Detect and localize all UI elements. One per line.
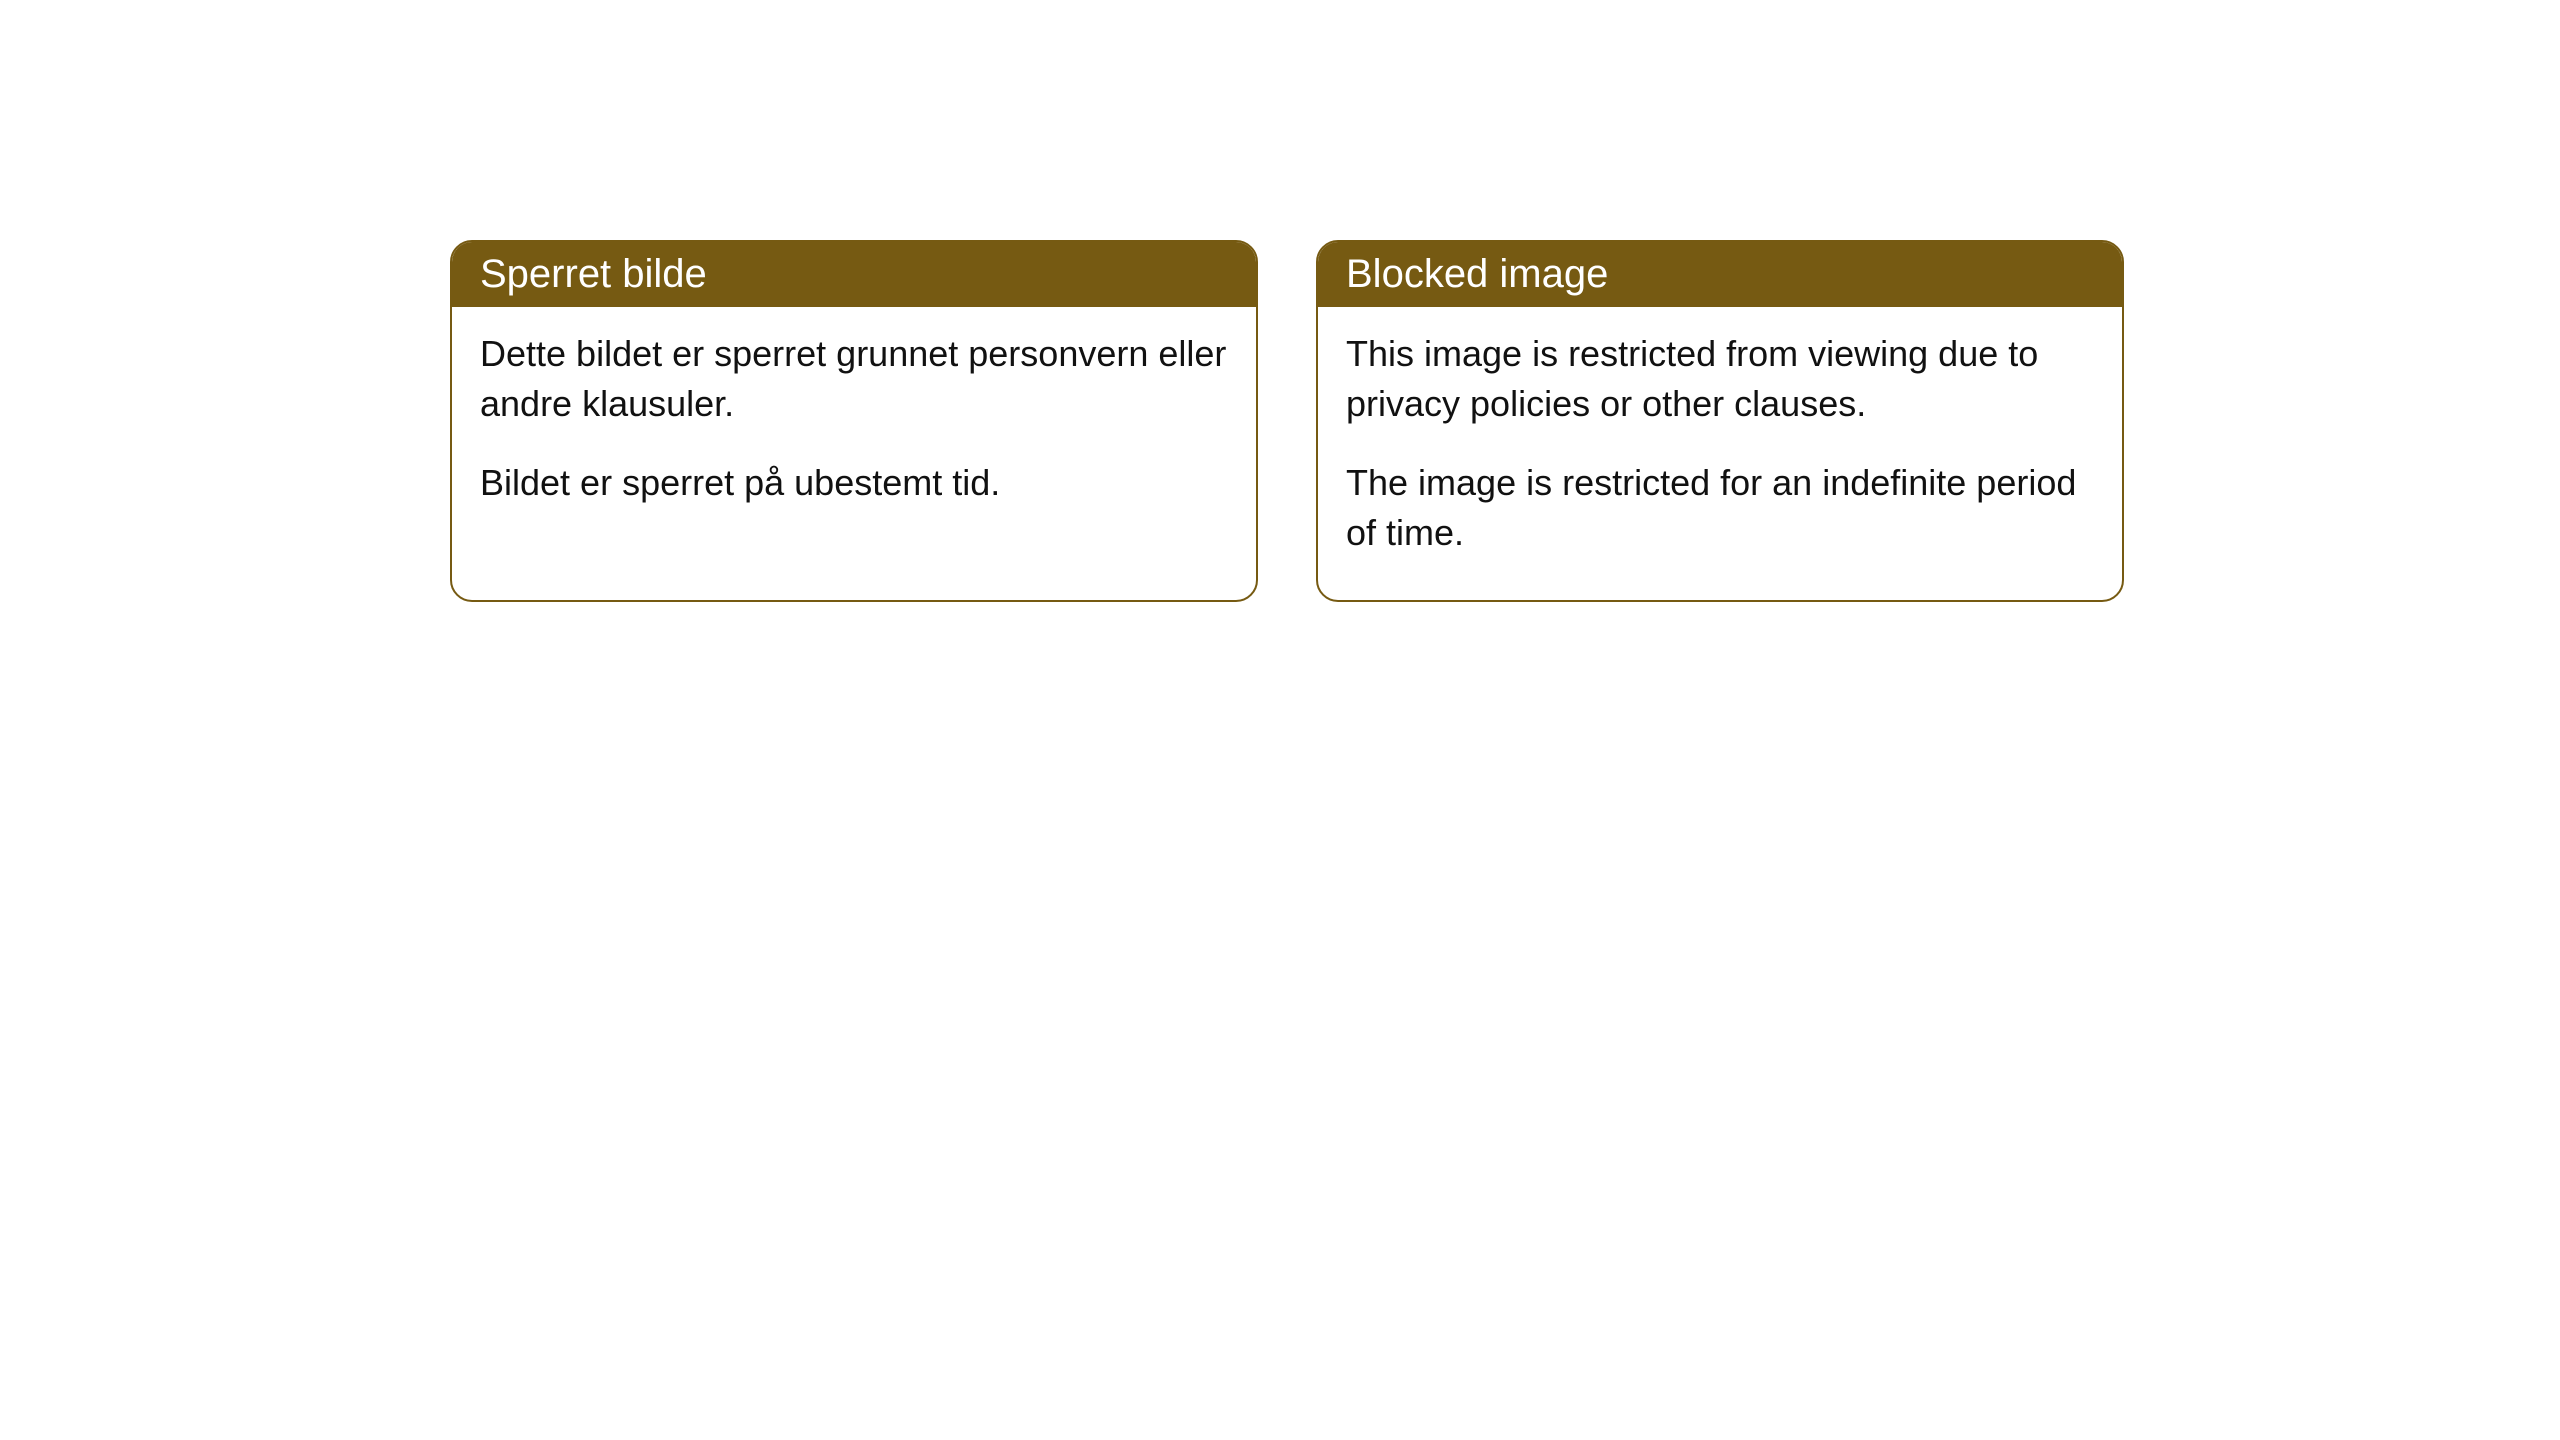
card-title-norwegian: Sperret bilde [480, 252, 707, 296]
card-body-norwegian: Dette bildet er sperret grunnet personve… [452, 307, 1256, 550]
notice-card-norwegian: Sperret bilde Dette bildet er sperret gr… [450, 240, 1258, 602]
card-header-english: Blocked image [1318, 242, 2122, 307]
notice-card-english: Blocked image This image is restricted f… [1316, 240, 2124, 602]
notice-text-1-english: This image is restricted from viewing du… [1346, 329, 2094, 428]
notice-cards-container: Sperret bilde Dette bildet er sperret gr… [450, 240, 2560, 602]
card-body-english: This image is restricted from viewing du… [1318, 307, 2122, 600]
card-header-norwegian: Sperret bilde [452, 242, 1256, 307]
notice-text-2-english: The image is restricted for an indefinit… [1346, 458, 2094, 557]
notice-text-1-norwegian: Dette bildet er sperret grunnet personve… [480, 329, 1228, 428]
card-title-english: Blocked image [1346, 252, 1608, 296]
notice-text-2-norwegian: Bildet er sperret på ubestemt tid. [480, 458, 1228, 508]
